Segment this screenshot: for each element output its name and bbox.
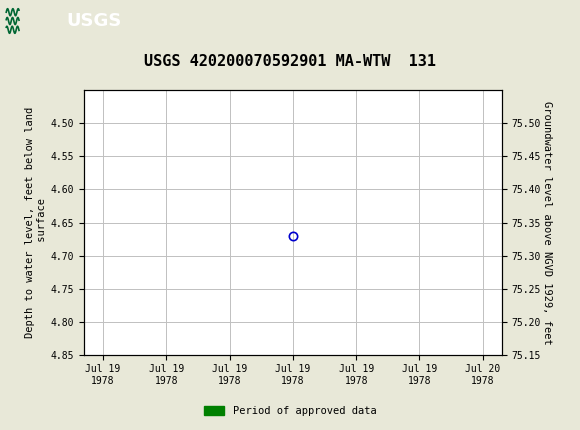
Y-axis label: Groundwater level above NGVD 1929, feet: Groundwater level above NGVD 1929, feet <box>542 101 552 344</box>
Y-axis label: Depth to water level, feet below land
 surface: Depth to water level, feet below land su… <box>25 107 47 338</box>
Text: USGS: USGS <box>67 12 122 30</box>
Legend: Period of approved data: Period of approved data <box>200 402 380 421</box>
Text: USGS 420200070592901 MA-WTW  131: USGS 420200070592901 MA-WTW 131 <box>144 54 436 69</box>
